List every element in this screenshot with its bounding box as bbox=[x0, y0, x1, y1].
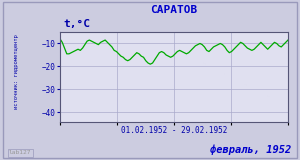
Text: февраль, 1952: февраль, 1952 bbox=[210, 145, 291, 155]
Text: 01.02.1952 - 29.02.1952: 01.02.1952 - 29.02.1952 bbox=[121, 126, 227, 135]
Text: САРАТОВ: САРАТОВ bbox=[150, 5, 198, 15]
Text: источник: гидрометцентр: источник: гидрометцентр bbox=[14, 35, 19, 109]
Text: lab127: lab127 bbox=[9, 150, 32, 155]
Text: t,°C: t,°C bbox=[63, 19, 90, 29]
